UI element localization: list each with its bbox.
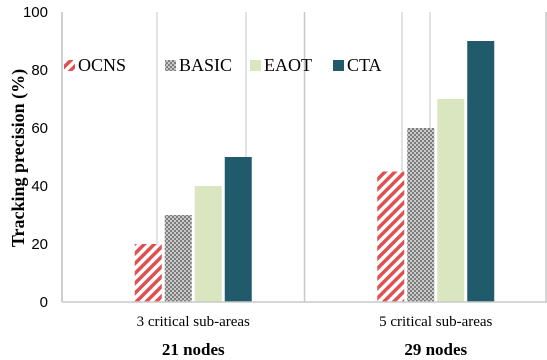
legend: OCNS BASIC EAOT CTA (64, 55, 382, 75)
axis-layer: 3 critical sub-areas 21 nodes 5 critical s… (23, 4, 547, 359)
legend-label-ocns: OCNS (78, 55, 126, 75)
y-tick-label: 100 (23, 4, 48, 21)
y-tick-label: 20 (31, 236, 48, 253)
y-axis-label: Tracking precision (%) (8, 69, 29, 247)
bar-cta-1 (224, 157, 252, 302)
y-tick-label: 0 (40, 294, 48, 311)
bar-eaot-2 (437, 99, 465, 302)
legend-swatch-ocns (64, 60, 75, 71)
bar-eaot-1 (194, 186, 222, 302)
bar-cta-2 (467, 41, 495, 302)
group-label: 21 nodes (162, 340, 225, 359)
legend-label-basic: BASIC (179, 55, 232, 75)
x-tick-label: 3 critical sub-areas (137, 314, 250, 330)
group-label: 29 nodes (404, 340, 467, 359)
bars-layer (134, 41, 495, 302)
x-tick-label: 5 critical sub-areas (379, 314, 492, 330)
legend-swatch-eaot (250, 60, 261, 71)
bar-basic-1 (164, 215, 192, 302)
y-tick-label: 60 (31, 120, 48, 137)
bar-basic-2 (407, 128, 435, 302)
y-tick-label: 40 (31, 178, 48, 195)
legend-label-cta: CTA (347, 55, 382, 75)
legend-swatch-basic (165, 60, 176, 71)
y-tick-label: 80 (31, 62, 48, 79)
bar-ocns-2 (377, 171, 405, 302)
legend-label-eaot: EAOT (264, 55, 312, 75)
bar-ocns-1 (134, 244, 162, 302)
legend-swatch-cta (333, 60, 344, 71)
